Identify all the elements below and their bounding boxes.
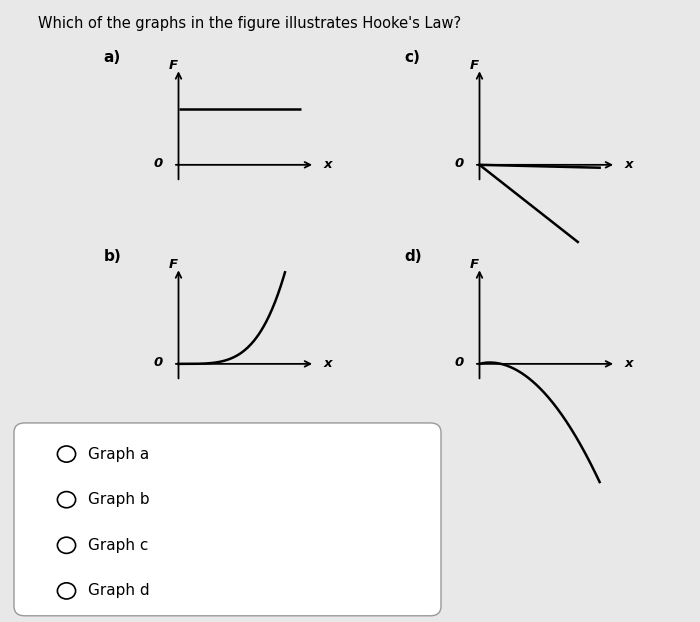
Text: Graph c: Graph c	[88, 538, 148, 553]
FancyBboxPatch shape	[14, 423, 441, 616]
Text: F: F	[169, 258, 177, 271]
Text: Graph b: Graph b	[88, 492, 150, 507]
Text: x: x	[323, 159, 332, 171]
Text: b): b)	[104, 249, 121, 264]
Text: F: F	[470, 59, 478, 72]
Text: x: x	[624, 358, 633, 370]
Text: F: F	[470, 258, 478, 271]
Text: F: F	[169, 59, 177, 72]
Text: 0: 0	[455, 356, 464, 369]
Text: c): c)	[405, 50, 420, 65]
Text: x: x	[624, 159, 633, 171]
Text: d): d)	[405, 249, 422, 264]
Text: Graph d: Graph d	[88, 583, 150, 598]
Text: a): a)	[104, 50, 120, 65]
Text: 0: 0	[455, 157, 464, 170]
Text: x: x	[323, 358, 332, 370]
Text: Which of the graphs in the figure illustrates Hooke's Law?: Which of the graphs in the figure illust…	[38, 16, 461, 30]
Text: Graph a: Graph a	[88, 447, 150, 462]
Text: 0: 0	[154, 356, 163, 369]
Text: 0: 0	[154, 157, 163, 170]
